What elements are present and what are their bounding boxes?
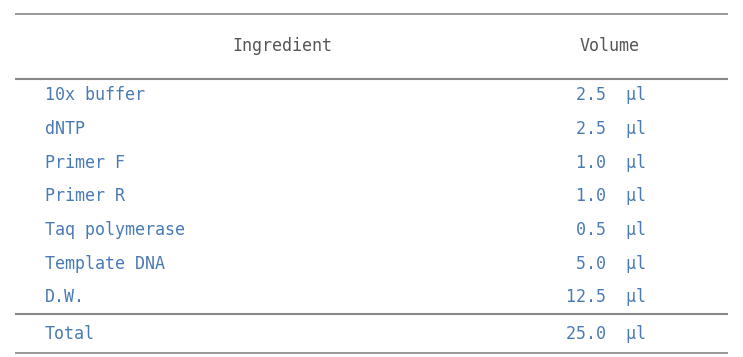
Text: Volume: Volume: [580, 37, 639, 55]
Text: Total: Total: [45, 325, 94, 343]
Text: dNTP: dNTP: [45, 120, 85, 138]
Text: 1.0  μl: 1.0 μl: [577, 154, 646, 172]
Text: 10x buffer: 10x buffer: [45, 86, 145, 104]
Text: Taq polymerase: Taq polymerase: [45, 221, 184, 239]
Text: Ingredient: Ingredient: [233, 37, 332, 55]
Text: Primer R: Primer R: [45, 187, 125, 205]
Text: 0.5  μl: 0.5 μl: [577, 221, 646, 239]
Text: 12.5  μl: 12.5 μl: [566, 288, 646, 306]
Text: 1.0  μl: 1.0 μl: [577, 187, 646, 205]
Text: 25.0  μl: 25.0 μl: [566, 325, 646, 343]
Text: D.W.: D.W.: [45, 288, 85, 306]
Text: Template DNA: Template DNA: [45, 255, 165, 273]
Text: 2.5  μl: 2.5 μl: [577, 86, 646, 104]
Text: 2.5  μl: 2.5 μl: [577, 120, 646, 138]
Text: 5.0  μl: 5.0 μl: [577, 255, 646, 273]
Text: Primer F: Primer F: [45, 154, 125, 172]
